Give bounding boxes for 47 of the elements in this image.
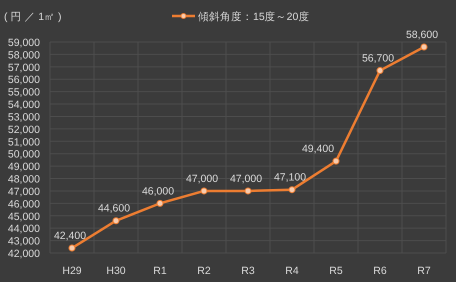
- data-label: 47,000: [186, 172, 218, 185]
- data-label: 47,000: [230, 172, 262, 185]
- data-label: 49,400: [302, 143, 334, 156]
- point: [244, 187, 252, 194]
- point: [112, 217, 120, 224]
- y-tick-label: 45,000: [8, 210, 40, 223]
- y-tick-label: 47,000: [8, 186, 40, 198]
- y-tick-label: 54,000: [8, 99, 40, 112]
- y-tick-label: 46,000: [8, 198, 40, 210]
- y-tick-label: 49,000: [8, 161, 40, 174]
- point: [376, 67, 384, 74]
- x-tick-label: R6: [373, 265, 387, 277]
- x-tick-label: R5: [329, 265, 343, 277]
- point: [332, 158, 340, 165]
- data-label: 56,700: [362, 52, 394, 65]
- data-label: 47,100: [274, 172, 306, 184]
- y-tick-label: 48,000: [8, 174, 40, 186]
- data-label: 42,400: [54, 230, 86, 242]
- y-tick-label: 53,000: [8, 111, 40, 124]
- y-tick-label: 52,000: [8, 124, 40, 136]
- data-label: 46,000: [142, 185, 174, 198]
- point: [156, 200, 164, 207]
- y-tick-label: 58,000: [8, 49, 40, 62]
- x-tick-label: R3: [241, 265, 255, 277]
- y-axis-title: ( 円 ／ 1㎡ ): [4, 11, 62, 23]
- point: [68, 244, 76, 252]
- data-label: 58,600: [406, 28, 438, 41]
- point: [200, 187, 208, 194]
- y-tick-label: 50,000: [8, 148, 40, 161]
- y-tick-label: 51,000: [8, 136, 40, 148]
- point: [420, 43, 428, 50]
- y-tick-label: 42,000: [8, 248, 40, 260]
- y-tick-label: 59,000: [8, 37, 40, 49]
- y-tick-label: 55,000: [8, 86, 40, 99]
- x-tick-label: R2: [197, 265, 211, 277]
- x-tick-label: H29: [62, 265, 82, 277]
- y-tick-label: 44,000: [8, 223, 40, 236]
- x-tick-label: R1: [153, 265, 167, 277]
- y-tick-label: 43,000: [8, 236, 40, 248]
- y-tick-label: 57,000: [8, 62, 40, 74]
- x-tick-label: R7: [417, 265, 431, 277]
- x-tick-label: H30: [106, 265, 126, 277]
- x-tick-label: R4: [285, 265, 299, 277]
- y-tick-label: 56,000: [8, 74, 40, 86]
- data-label: 44,600: [98, 202, 130, 215]
- legend-label: 傾斜角度：15度～20度: [198, 10, 310, 23]
- point: [288, 186, 296, 194]
